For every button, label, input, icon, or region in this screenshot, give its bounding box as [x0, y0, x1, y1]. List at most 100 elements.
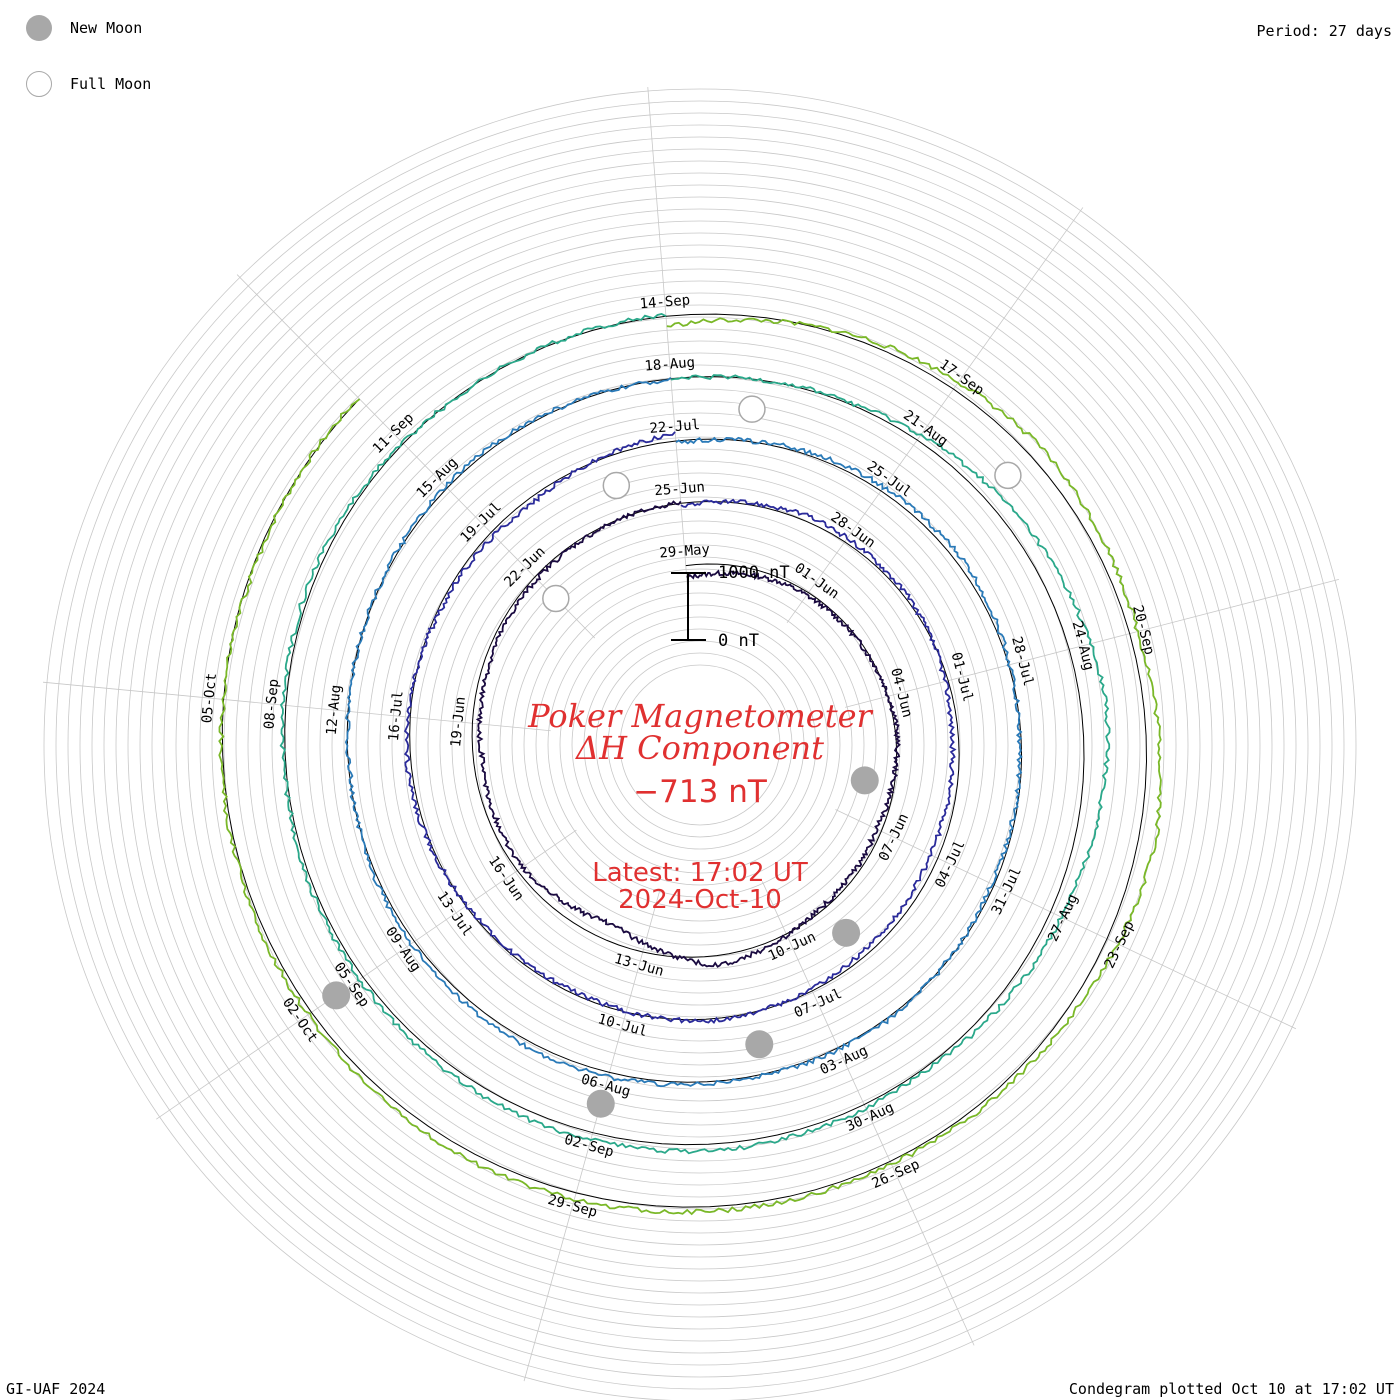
rotation-baseline	[221, 313, 1148, 1208]
chart-title: Poker Magnetometer ΔH Component	[0, 700, 1400, 764]
grid-ring	[271, 316, 1129, 1174]
grid-ring	[199, 244, 1201, 1246]
series-trace	[403, 431, 957, 1025]
grid-ring	[295, 340, 1105, 1150]
grid-ring	[79, 124, 1321, 1366]
date-label: 17-Sep	[936, 357, 986, 399]
grid-spoke	[647, 87, 689, 596]
grid-ring	[211, 256, 1189, 1234]
full-moon-icon	[26, 71, 52, 97]
legend-full-moon: Full Moon	[26, 68, 151, 100]
date-label: 18-Aug	[644, 355, 696, 375]
latest-time: Latest: 17:02 UT	[592, 858, 808, 888]
grid-ring	[91, 136, 1309, 1354]
grid-ring	[319, 364, 1081, 1126]
latest-timestamp: Latest: 17:02 UT 2024-Oct-10	[0, 860, 1400, 914]
period-label: Period: 27 days	[1256, 22, 1392, 40]
grid-ring	[127, 172, 1273, 1318]
footer-plotted: Condegram plotted Oct 10 at 17:02 UT	[1068, 1380, 1394, 1398]
date-label: 12-Aug	[324, 684, 345, 736]
grid-ring	[247, 292, 1153, 1198]
date-label: 22-Jul	[649, 417, 701, 437]
series-trace	[279, 312, 1111, 1155]
legend-new-moon: New Moon	[26, 12, 142, 44]
rotation-baseline	[346, 378, 1023, 1083]
scale-bar	[671, 572, 706, 641]
grid-ring	[151, 196, 1249, 1294]
date-label: 03-Aug	[818, 1043, 871, 1079]
grid-ring	[103, 148, 1297, 1342]
grid-ring	[619, 664, 781, 826]
grid-ring	[235, 280, 1165, 1210]
date-label: 25-Jun	[654, 479, 706, 499]
grid-spoke	[523, 889, 661, 1382]
grid-spoke	[156, 829, 577, 1120]
grid-ring	[283, 328, 1117, 1162]
grid-ring	[355, 400, 1045, 1090]
grid-ring	[307, 352, 1093, 1138]
grid-ring	[163, 208, 1237, 1282]
grid-ring	[223, 268, 1177, 1222]
new-moon-marker	[832, 918, 861, 947]
series-trace	[218, 317, 1162, 1216]
grid-ring	[43, 88, 1357, 1400]
date-label: 10-Jun	[766, 929, 819, 965]
date-label: 26-Sep	[870, 1156, 923, 1192]
date-label: 29-May	[659, 542, 711, 562]
date-label: 21-Aug	[900, 407, 950, 449]
new-moon-marker	[850, 766, 879, 795]
grid-ring	[559, 604, 841, 886]
grid-ring	[583, 628, 817, 862]
grid-ring	[403, 448, 997, 1042]
grid-ring	[607, 652, 793, 838]
series-trace	[344, 376, 1023, 1088]
date-label: 05-Oct	[199, 672, 220, 724]
grid-ring	[571, 616, 829, 874]
grid-spoke	[42, 681, 551, 732]
full-moon-label: Full Moon	[70, 75, 152, 93]
grid-ring	[451, 496, 949, 994]
grid-spoke	[835, 809, 1297, 1030]
date-label: 08-Sep	[261, 678, 282, 730]
grid-ring	[259, 304, 1141, 1186]
date-label: 16-Jul	[386, 690, 407, 742]
grid-spoke	[786, 207, 1084, 624]
chart-title-line-2: ΔH Component	[575, 729, 825, 767]
full-moon-marker	[542, 584, 570, 613]
scale-bar-bottom-label: 0 nT	[718, 631, 759, 651]
date-label: 19-Jun	[448, 696, 469, 748]
grid-ring	[523, 568, 877, 922]
new-moon-marker	[322, 981, 351, 1010]
grid-ring	[547, 592, 853, 898]
grid-ring	[535, 580, 865, 910]
current-value: −713 nT	[633, 774, 767, 810]
new-moon-icon	[26, 15, 52, 41]
chart-title-line-1: Poker Magnetometer	[528, 697, 872, 735]
new-moon-label: New Moon	[70, 19, 143, 37]
series-trace	[475, 500, 901, 968]
grid-ring	[511, 556, 889, 934]
grid-ring	[343, 388, 1057, 1102]
date-label: 14-Sep	[639, 292, 691, 312]
grid-ring	[67, 112, 1333, 1378]
grid-spoke	[761, 881, 975, 1346]
grid-ring	[463, 508, 937, 982]
grid-ring	[175, 220, 1225, 1270]
grid-ring	[439, 484, 961, 1006]
full-moon-marker	[738, 395, 766, 423]
new-moon-marker	[745, 1030, 774, 1059]
full-moon-marker	[602, 471, 631, 500]
full-moon-marker	[994, 461, 1022, 490]
grid-ring	[367, 412, 1033, 1078]
grid-ring	[415, 460, 985, 1030]
grid-ring	[475, 520, 925, 970]
grid-ring	[115, 160, 1285, 1330]
scale-bar-top-label: 1000 nT	[718, 563, 790, 583]
new-moon-marker	[586, 1089, 615, 1118]
grid-ring	[55, 100, 1345, 1390]
grid-ring	[391, 436, 1009, 1054]
grid-ring	[187, 232, 1213, 1258]
grid-ring	[139, 184, 1261, 1306]
